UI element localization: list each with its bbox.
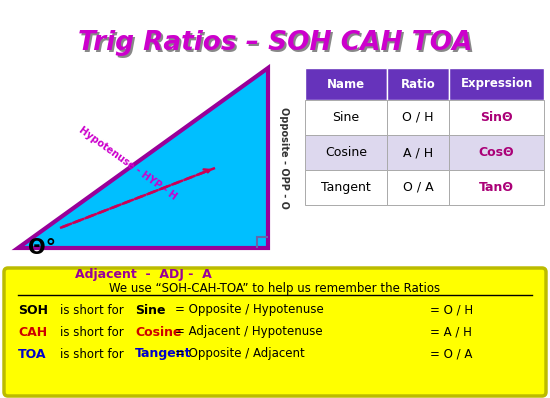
Text: Hypotenuse - HYP - H: Hypotenuse - HYP - H [78,125,179,201]
Text: is short for: is short for [60,326,124,339]
Text: = Opposite / Adjacent: = Opposite / Adjacent [175,347,305,361]
Text: is short for: is short for [60,347,124,361]
Text: CAH: CAH [18,326,47,339]
FancyBboxPatch shape [449,170,544,205]
Text: A / H: A / H [403,146,433,159]
Text: Trig Ratios – SOH CAH TOA: Trig Ratios – SOH CAH TOA [78,30,472,56]
FancyBboxPatch shape [305,68,387,100]
Text: We use “SOH-CAH-TOA” to help us remember the Ratios: We use “SOH-CAH-TOA” to help us remember… [109,282,441,295]
Text: is short for: is short for [60,304,124,316]
Text: SOH: SOH [18,304,48,316]
Text: Trig Ratios – SOH CAH TOA: Trig Ratios – SOH CAH TOA [80,32,474,58]
Text: Opposite - OPP - O: Opposite - OPP - O [279,107,289,209]
Text: Tangent: Tangent [135,347,191,361]
Text: O / A: O / A [403,181,433,194]
Text: = O / A: = O / A [430,347,472,361]
FancyBboxPatch shape [305,170,387,205]
FancyBboxPatch shape [449,68,544,100]
Text: Name: Name [327,78,365,90]
Text: Expression: Expression [460,78,532,90]
Text: CosΘ: CosΘ [478,146,514,159]
Text: Adjacent  -  ADJ -  A: Adjacent - ADJ - A [75,268,211,281]
FancyBboxPatch shape [387,170,449,205]
Text: SinΘ: SinΘ [480,111,513,124]
Text: Ratio: Ratio [400,78,436,90]
FancyBboxPatch shape [449,100,544,135]
Text: = A / H: = A / H [430,326,472,339]
Text: Sine: Sine [135,304,166,316]
Text: = Opposite / Hypotenuse: = Opposite / Hypotenuse [175,304,324,316]
Text: = Adjacent / Hypotenuse: = Adjacent / Hypotenuse [175,326,323,339]
FancyBboxPatch shape [305,100,387,135]
Text: Cosine: Cosine [135,326,182,339]
FancyBboxPatch shape [4,268,546,396]
FancyBboxPatch shape [387,100,449,135]
Text: = O / H: = O / H [430,304,473,316]
FancyBboxPatch shape [449,135,544,170]
FancyBboxPatch shape [305,135,387,170]
FancyBboxPatch shape [387,135,449,170]
Text: Cosine: Cosine [325,146,367,159]
FancyBboxPatch shape [387,68,449,100]
Text: TOA: TOA [18,347,47,361]
Polygon shape [18,68,268,248]
Text: Θ°: Θ° [28,238,56,258]
Text: Sine: Sine [332,111,360,124]
Text: O / H: O / H [402,111,434,124]
Text: TanΘ: TanΘ [479,181,514,194]
Text: Tangent: Tangent [321,181,371,194]
